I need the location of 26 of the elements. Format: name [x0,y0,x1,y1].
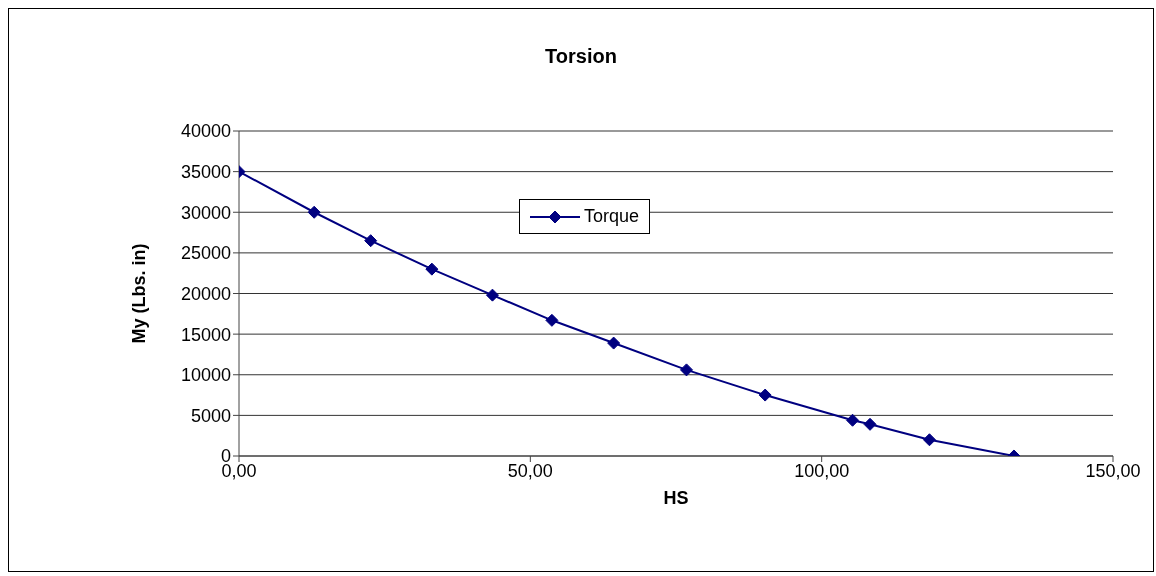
x-axis-title: HS [663,488,689,508]
point [485,288,499,302]
y-axis-title: My (Lbs. in) [129,243,150,344]
point [425,262,439,276]
y-tick-label: 25000 [180,243,231,264]
point [922,433,936,447]
y-tick-label: 10000 [180,365,231,386]
y-tick-label: 15000 [180,324,231,345]
x-tick-label: 100,00 [794,460,850,481]
y-tick-label: 30000 [180,202,231,223]
point [545,313,559,327]
point [758,388,772,402]
y-tick-label: 40000 [180,121,231,142]
point [307,205,321,219]
y-tick-label: 35000 [180,162,231,183]
x-tick-label: 50,00 [507,460,553,481]
y-tick-label: 20000 [180,283,231,304]
legend-label: Torque [584,206,640,227]
point [364,234,378,248]
point [607,336,621,350]
point [863,417,877,431]
chart-title: Torsion [544,45,618,68]
x-tick-label: 150,00 [1085,460,1141,481]
y-tick-label: 5000 [190,405,231,426]
point [679,363,693,377]
point [846,413,860,427]
